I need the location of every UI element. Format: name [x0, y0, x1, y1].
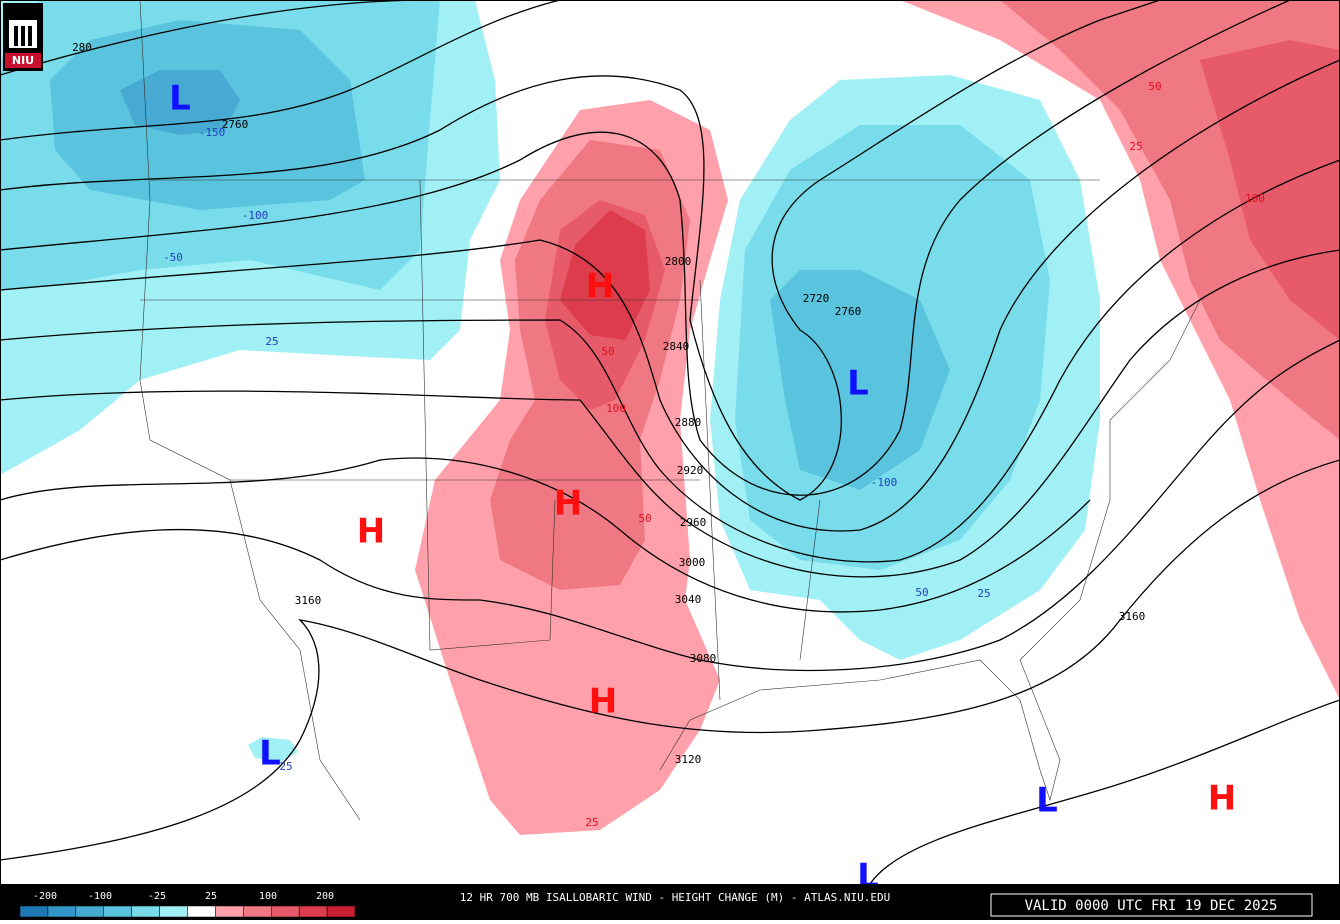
low-marker: L	[847, 364, 869, 404]
change-label: 25	[585, 816, 598, 829]
change-label: 100	[606, 402, 626, 415]
legend-swatch	[215, 905, 244, 918]
legend-label: -100	[88, 891, 112, 902]
height-label: 280	[72, 41, 92, 54]
logo-text: NIU	[12, 54, 34, 67]
height-label: 3160	[1119, 610, 1146, 623]
legend-label: -25	[148, 891, 166, 902]
height-label: 2800	[665, 255, 692, 268]
change-label: 25	[279, 760, 292, 773]
legend-swatch	[298, 905, 328, 918]
low-marker: L	[259, 734, 281, 774]
change-label: -100	[871, 476, 898, 489]
height-label: 2880	[675, 416, 702, 429]
change-label: -150	[199, 126, 226, 139]
change-label: -100	[242, 209, 269, 222]
low-marker: L	[1036, 781, 1058, 821]
legend-swatch	[131, 905, 160, 918]
labels: L H L H H H L L H L 28027602800272027602…	[72, 41, 1265, 897]
legend-swatch	[103, 905, 132, 918]
legend-swatch	[271, 905, 300, 918]
high-marker: H	[357, 512, 385, 552]
map-title: 12 HR 700 MB ISALLOBARIC WIND - HEIGHT C…	[460, 891, 890, 904]
legend-swatch	[159, 905, 188, 918]
change-label: -50	[163, 251, 183, 264]
high-marker: H	[554, 484, 582, 524]
legend: -200 -100 -25 25 100 200	[19, 891, 356, 918]
legend-label: -200	[33, 891, 57, 902]
legend-swatch	[47, 905, 77, 918]
valid-box	[990, 893, 1313, 917]
change-label: 50	[638, 512, 651, 525]
legend-swatch	[243, 905, 272, 918]
legend-swatch	[19, 905, 49, 918]
low-marker: L	[169, 79, 191, 119]
boundaries	[139, 0, 1201, 821]
high-marker: H	[1208, 779, 1236, 819]
height-label: 2960	[680, 516, 707, 529]
logo: NIU	[3, 3, 43, 71]
height-label: 3160	[295, 594, 322, 607]
height-label: 3120	[675, 753, 702, 766]
change-label: 100	[1245, 192, 1265, 205]
change-label: 25	[1129, 140, 1142, 153]
legend-swatch	[187, 905, 216, 918]
height-label: 2760	[222, 118, 249, 131]
legend-label: 25	[205, 891, 217, 902]
high-marker: H	[586, 267, 614, 307]
height-label: 2840	[663, 340, 690, 353]
height-label: 2720	[803, 292, 830, 305]
height-label: 3000	[679, 556, 706, 569]
height-label: 3080	[690, 652, 717, 665]
change-label: 25	[265, 335, 278, 348]
height-label: 2920	[677, 464, 704, 477]
change-label: 50	[915, 586, 928, 599]
legend-swatch	[326, 905, 356, 918]
shading	[0, 0, 1340, 835]
legend-label: 100	[259, 891, 277, 902]
height-label: 3040	[675, 593, 702, 606]
valid-time: VALID 0000 UTC FRI 19 DEC 2025	[1025, 898, 1278, 914]
change-label: 50	[601, 345, 614, 358]
height-label: 2760	[835, 305, 862, 318]
high-marker: H	[589, 682, 617, 722]
legend-swatch	[75, 905, 105, 918]
change-label: 50	[1148, 80, 1161, 93]
contours	[0, 0, 1340, 885]
change-label: 25	[977, 587, 990, 600]
legend-label: 200	[316, 891, 334, 902]
